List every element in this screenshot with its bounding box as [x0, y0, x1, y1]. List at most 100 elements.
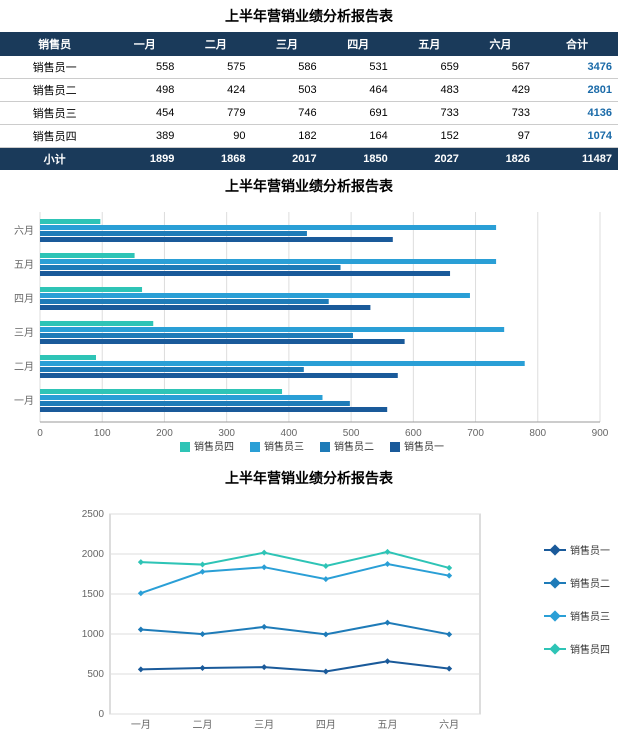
bar — [40, 355, 96, 360]
line-chart: 05001000150020002500一月二月三月四月五月六月 销售员一销售员… — [0, 494, 618, 739]
bar — [40, 231, 307, 236]
svg-text:500: 500 — [87, 669, 104, 680]
line-marker — [446, 631, 452, 637]
line-marker — [323, 631, 329, 637]
legend-marker — [544, 549, 566, 551]
bar — [40, 237, 393, 242]
cell: 498 — [109, 79, 180, 102]
svg-text:500: 500 — [343, 428, 360, 439]
subtotal-cell: 1850 — [323, 148, 394, 171]
cell: 97 — [465, 125, 536, 148]
svg-text:三月: 三月 — [254, 719, 274, 731]
cell: 2801 — [536, 79, 618, 102]
bar — [40, 407, 387, 412]
legend-item: 销售员一 — [544, 542, 610, 557]
legend-label: 销售员四 — [570, 641, 610, 656]
line-chart-legend: 销售员一销售员二销售员三销售员四 — [544, 524, 610, 674]
table-row: 销售员二4984245034644834292801 — [0, 79, 618, 102]
svg-text:400: 400 — [281, 428, 298, 439]
bar — [40, 265, 341, 270]
cell: 3476 — [536, 56, 618, 79]
bar — [40, 361, 525, 366]
svg-text:一月: 一月 — [131, 719, 151, 731]
bar — [40, 225, 496, 230]
line-marker — [200, 631, 206, 637]
svg-text:1000: 1000 — [82, 629, 105, 640]
cell: 567 — [465, 56, 536, 79]
bar — [40, 327, 504, 332]
subtotal-cell: 1826 — [465, 148, 536, 171]
bar — [40, 293, 470, 298]
cell: 454 — [109, 102, 180, 125]
bar — [40, 287, 142, 292]
bar-chart: 0100200300400500600700800900六月五月四月三月二月一月… — [0, 202, 618, 462]
cell: 389 — [109, 125, 180, 148]
bar — [40, 389, 282, 394]
legend-item: 销售员四 — [544, 641, 610, 656]
col-header: 五月 — [394, 32, 465, 56]
line-marker — [261, 664, 267, 670]
legend-swatch — [320, 442, 330, 452]
svg-text:一月: 一月 — [14, 395, 34, 407]
legend-label: 销售员二 — [570, 575, 610, 590]
bar-chart-title: 上半年营销业绩分析报告表 — [0, 170, 618, 202]
line-marker — [446, 565, 452, 571]
line-marker — [138, 627, 144, 633]
bar — [40, 219, 100, 224]
bar — [40, 395, 322, 400]
cell: 733 — [394, 102, 465, 125]
svg-text:四月: 四月 — [14, 293, 34, 305]
cell: 659 — [394, 56, 465, 79]
cell: 152 — [394, 125, 465, 148]
table-row: 销售员一5585755865316595673476 — [0, 56, 618, 79]
line-marker — [385, 561, 391, 567]
line-marker — [385, 658, 391, 664]
cell: 90 — [180, 125, 251, 148]
cell: 586 — [251, 56, 322, 79]
bar — [40, 321, 153, 326]
col-header: 合计 — [536, 32, 618, 56]
svg-text:800: 800 — [529, 428, 546, 439]
col-header: 六月 — [465, 32, 536, 56]
bar — [40, 333, 353, 338]
col-header: 二月 — [180, 32, 251, 56]
cell: 531 — [323, 56, 394, 79]
table-row: 销售员三4547797466917337334136 — [0, 102, 618, 125]
line-series — [141, 564, 449, 593]
cell: 558 — [109, 56, 180, 79]
legend-swatch — [250, 442, 260, 452]
table-row: 销售员四38990182164152971074 — [0, 125, 618, 148]
row-label: 销售员一 — [0, 56, 109, 79]
svg-text:700: 700 — [467, 428, 484, 439]
bar — [40, 373, 398, 378]
svg-text:三月: 三月 — [14, 327, 34, 339]
line-series — [141, 623, 449, 635]
line-marker — [323, 563, 329, 569]
svg-text:2500: 2500 — [82, 509, 105, 520]
svg-text:二月: 二月 — [14, 361, 34, 373]
bar — [40, 299, 329, 304]
cell: 733 — [465, 102, 536, 125]
legend-marker — [544, 615, 566, 617]
svg-text:2000: 2000 — [82, 549, 105, 560]
legend-marker — [544, 648, 566, 650]
cell: 464 — [323, 79, 394, 102]
col-header: 销售员 — [0, 32, 109, 56]
report-title: 上半年营销业绩分析报告表 — [0, 0, 618, 32]
legend-swatch — [180, 442, 190, 452]
legend-label: 销售员三 — [570, 608, 610, 623]
legend-label: 销售员四 — [194, 440, 234, 453]
line-marker — [200, 569, 206, 575]
svg-text:900: 900 — [592, 428, 609, 439]
cell: 424 — [180, 79, 251, 102]
cell: 503 — [251, 79, 322, 102]
row-label: 销售员二 — [0, 79, 109, 102]
legend-label: 销售员二 — [334, 440, 374, 453]
line-marker — [446, 666, 452, 672]
svg-text:五月: 五月 — [378, 719, 398, 731]
line-marker — [138, 666, 144, 672]
line-marker — [385, 620, 391, 626]
line-marker — [261, 550, 267, 556]
subtotal-cell: 2017 — [251, 148, 322, 171]
legend-swatch — [390, 442, 400, 452]
